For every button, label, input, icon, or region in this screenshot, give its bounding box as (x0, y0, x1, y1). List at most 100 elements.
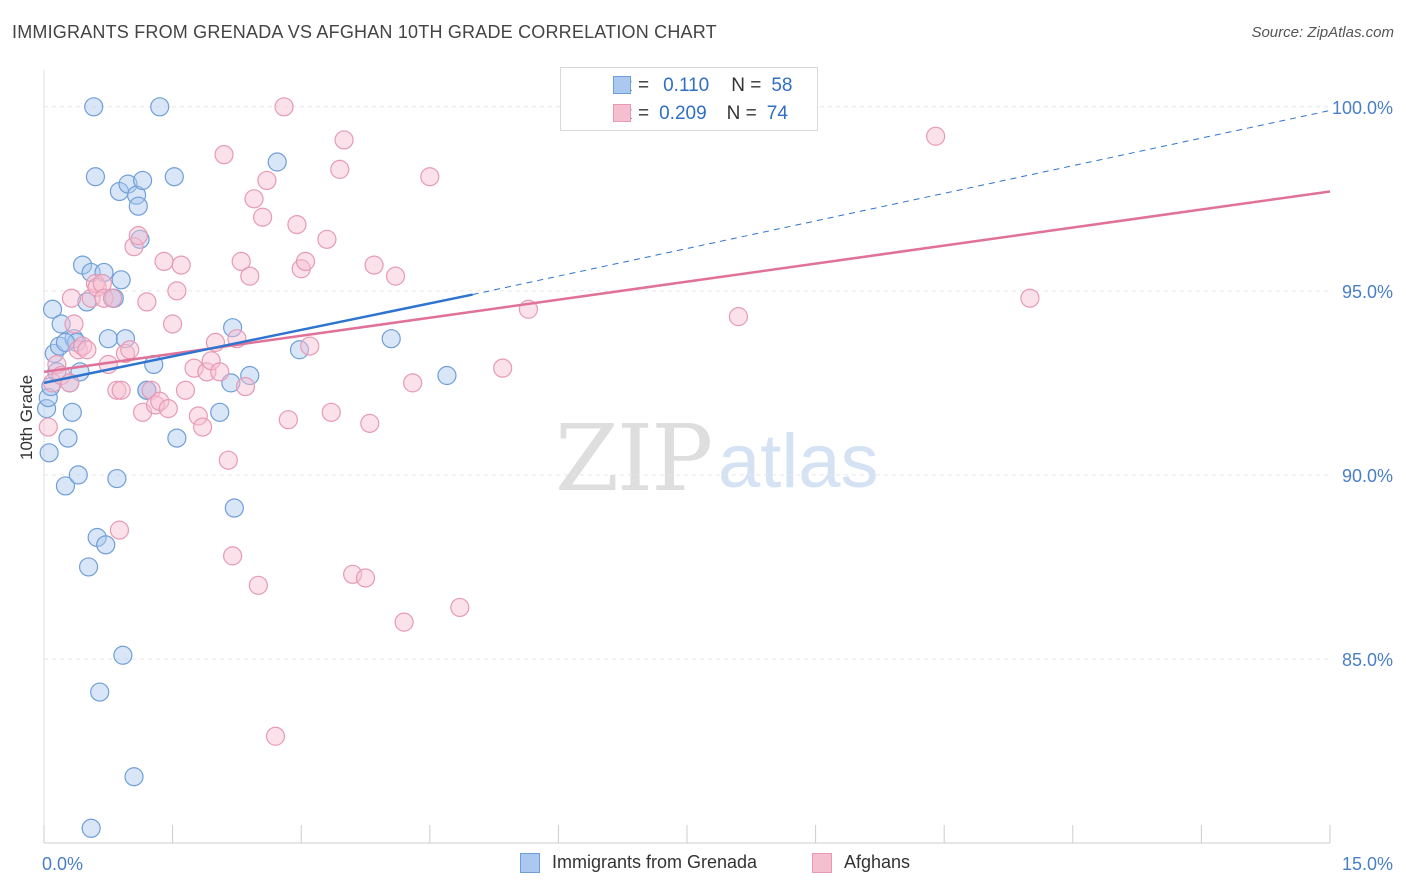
afghan-point (343, 564, 363, 584)
grenada-point (437, 365, 457, 386)
grenada-point (115, 329, 136, 349)
afghan-point (1020, 288, 1040, 308)
grenada-trend-line (43, 293, 473, 385)
afghan-point (64, 314, 84, 334)
afghan-point (223, 546, 243, 566)
grenada-point (167, 428, 187, 448)
afghan-point (77, 340, 97, 360)
afghan-point (253, 207, 273, 227)
y-tick-label: 100.0% (1332, 98, 1393, 118)
grenada-point (68, 465, 88, 485)
legend-swatch-pink (613, 104, 631, 122)
grenada-point (38, 388, 58, 408)
afghan-point (450, 597, 470, 618)
afghan-point (137, 292, 157, 312)
afghan-point (109, 520, 130, 540)
grenada-point (58, 428, 78, 448)
afghan-point (163, 314, 183, 334)
grenada-point (66, 332, 87, 352)
afghan-point (38, 417, 58, 437)
legend-swatch-blue (613, 76, 631, 94)
afghan-point (231, 251, 251, 272)
afghan-point (111, 380, 131, 400)
trend-lines (43, 110, 1331, 385)
grenada-point (289, 340, 310, 360)
axes (43, 70, 1331, 844)
afghan-point (154, 251, 174, 272)
grenada-point (84, 97, 104, 117)
afghan-point (61, 288, 82, 308)
grenada-point (78, 557, 99, 577)
y-axis-label: 10th Grade (17, 374, 36, 460)
grenada-point (267, 152, 287, 172)
legend-item-label: Afghans (844, 852, 911, 872)
afghan-point (394, 612, 414, 632)
y-tick-label: 85.0% (1342, 650, 1393, 670)
afghan-point (385, 266, 406, 286)
legend-n-value: 58 (771, 75, 793, 96)
tick-labels: 85.0% 90.0% 95.0% 100.0% 0.0% 15.0% (42, 98, 1393, 874)
grenada-point (90, 682, 110, 702)
grenada-point (381, 329, 401, 349)
grenada-points (36, 97, 457, 838)
grenada-point (85, 167, 106, 187)
grenada-point (107, 468, 127, 489)
legend-r-value: 0.110 (663, 75, 710, 96)
legend-swatch-blue (520, 852, 540, 873)
grenada-point (150, 97, 170, 117)
grenada-point (164, 167, 184, 187)
afghan-point (330, 159, 350, 179)
grenada-point (210, 402, 230, 422)
afghan-point (295, 251, 316, 272)
afghan-point (364, 255, 384, 275)
x-tick-label: 0.0% (42, 854, 83, 874)
afghan-point (124, 237, 144, 257)
afghan-point (120, 340, 140, 360)
legend-swatch-pink (812, 852, 832, 873)
afghan-point (257, 170, 277, 191)
afghan-point (188, 406, 208, 426)
watermark-atlas: atlas (718, 419, 879, 504)
afghan-point (128, 226, 148, 246)
afghan-point (728, 307, 749, 327)
source-label: Source: ZipAtlas.com (1251, 24, 1394, 41)
afghan-point (926, 126, 946, 146)
legend-n-label: N = (731, 75, 762, 96)
grenada-point (223, 318, 243, 338)
chart-title: IMMIGRANTS FROM GRENADA VS AFGHAN 10TH G… (12, 22, 717, 42)
grenada-point (39, 443, 59, 463)
afghan-point (317, 229, 337, 249)
afghan-point (300, 336, 320, 356)
afghan-point (184, 358, 204, 378)
grenada-point (62, 402, 82, 422)
series-legend: Immigrants from Grenada Afghans (0, 852, 1406, 876)
grenada-point (128, 196, 148, 216)
afghan-point (278, 410, 298, 430)
legend-item-grenada: Immigrants from Grenada (520, 852, 757, 873)
afghan-point (218, 450, 238, 470)
grenada-trend-extension (472, 110, 1331, 296)
grenada-point (137, 380, 157, 400)
afghan-point (360, 413, 380, 433)
grenada-point (111, 270, 131, 290)
afghan-point (248, 575, 268, 595)
afghan-trend-line (43, 190, 1331, 374)
legend-r-value: 0.209 (659, 103, 707, 124)
legend-n-label: N = (726, 103, 757, 124)
afghan-point (493, 358, 513, 378)
grenada-point (55, 476, 76, 496)
afghan-points (38, 97, 1040, 746)
x-tick-label: 15.0% (1342, 854, 1393, 874)
legend-n-value: 74 (766, 103, 788, 124)
afghan-point (403, 373, 423, 393)
afghan-point (265, 726, 286, 746)
afghan-point (92, 273, 112, 294)
legend-row-afghan: R = 0.209 N = 74 (587, 102, 788, 126)
grenada-point (224, 498, 244, 518)
grenada-point (96, 535, 116, 555)
grenada-point (240, 365, 260, 386)
watermark-zip: ZIP (555, 405, 713, 512)
afghan-point (193, 417, 213, 437)
grenada-point (124, 767, 144, 787)
